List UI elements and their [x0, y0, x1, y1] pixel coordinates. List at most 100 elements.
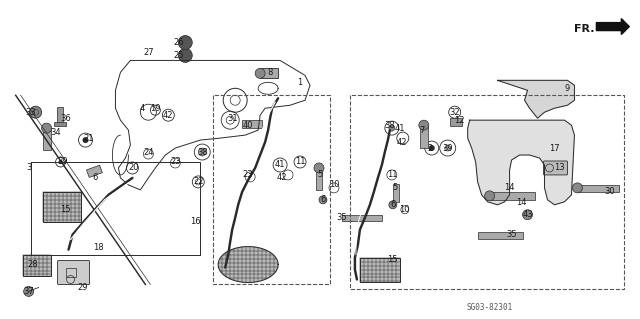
Text: 36: 36	[60, 114, 71, 123]
Text: 6: 6	[93, 174, 98, 182]
Text: 42: 42	[397, 137, 407, 146]
Text: 8: 8	[268, 68, 273, 77]
Text: 12: 12	[454, 116, 465, 125]
Text: 33: 33	[25, 108, 36, 117]
Text: FR.: FR.	[575, 24, 595, 33]
Circle shape	[255, 68, 265, 78]
Bar	[43, 192, 81, 222]
Text: 11: 11	[295, 158, 305, 167]
Circle shape	[445, 145, 451, 151]
Text: 11: 11	[387, 170, 397, 179]
Text: 26: 26	[173, 38, 184, 47]
Bar	[260, 68, 278, 78]
Text: 24: 24	[143, 147, 154, 157]
Polygon shape	[498, 80, 575, 118]
Text: 7: 7	[419, 126, 424, 135]
Text: 31: 31	[227, 114, 237, 123]
Text: 15: 15	[60, 205, 71, 214]
Text: 43: 43	[522, 210, 533, 219]
Text: 35: 35	[337, 213, 348, 222]
Text: 2: 2	[427, 144, 433, 152]
Text: 20: 20	[128, 163, 139, 173]
Text: 42: 42	[277, 174, 287, 182]
Text: 38: 38	[385, 121, 396, 130]
Bar	[65, 268, 76, 278]
Text: 27: 27	[143, 48, 154, 57]
Text: 22: 22	[193, 177, 204, 186]
Text: 4: 4	[140, 104, 145, 113]
Circle shape	[198, 148, 206, 156]
Text: 6: 6	[390, 200, 396, 209]
Text: 25: 25	[173, 51, 184, 60]
Text: 13: 13	[554, 163, 564, 173]
Bar	[56, 107, 63, 123]
Text: 21: 21	[83, 134, 93, 143]
Text: 10: 10	[329, 180, 339, 189]
Bar	[450, 118, 461, 126]
Bar	[490, 192, 534, 200]
Text: 10: 10	[399, 205, 410, 214]
Circle shape	[179, 35, 192, 49]
Bar	[342, 215, 382, 221]
Circle shape	[42, 123, 52, 133]
Text: 41: 41	[275, 160, 285, 169]
Polygon shape	[468, 120, 575, 205]
Circle shape	[389, 201, 397, 209]
Bar	[577, 185, 620, 192]
Text: 41: 41	[395, 124, 405, 133]
Circle shape	[319, 196, 327, 204]
Polygon shape	[218, 247, 278, 282]
Bar	[316, 170, 322, 190]
Text: 30: 30	[604, 187, 614, 197]
Circle shape	[29, 106, 42, 118]
Text: 3: 3	[26, 163, 31, 173]
Text: 37: 37	[23, 287, 34, 296]
FancyBboxPatch shape	[543, 161, 568, 175]
Text: 35: 35	[506, 230, 517, 239]
Text: 9: 9	[565, 84, 570, 93]
Circle shape	[83, 137, 88, 143]
Text: 17: 17	[549, 144, 560, 152]
Circle shape	[389, 125, 395, 131]
Text: 34: 34	[51, 128, 61, 137]
Text: 23: 23	[170, 158, 180, 167]
Text: 38: 38	[197, 147, 207, 157]
Bar	[420, 126, 428, 148]
Text: 40: 40	[243, 121, 253, 130]
Bar	[86, 165, 102, 177]
Text: 5: 5	[317, 170, 323, 179]
Bar	[393, 184, 399, 202]
Text: 14: 14	[516, 198, 527, 207]
Circle shape	[429, 145, 435, 151]
Text: 29: 29	[77, 283, 88, 292]
Bar	[43, 128, 51, 150]
Bar	[477, 232, 522, 239]
Text: 23: 23	[243, 170, 253, 179]
Text: 39: 39	[57, 158, 68, 167]
Circle shape	[314, 163, 324, 173]
Circle shape	[24, 286, 34, 296]
Bar	[54, 122, 65, 126]
Polygon shape	[596, 19, 629, 34]
Text: 28: 28	[28, 260, 38, 269]
Circle shape	[179, 48, 192, 63]
Text: 1: 1	[298, 78, 303, 87]
Text: 16: 16	[190, 217, 200, 226]
Text: 39: 39	[442, 144, 453, 152]
Bar	[22, 255, 51, 277]
Circle shape	[419, 120, 429, 130]
Text: 5: 5	[392, 183, 397, 192]
Bar	[242, 120, 262, 128]
Circle shape	[522, 210, 532, 220]
Circle shape	[484, 191, 495, 201]
Text: 19: 19	[150, 104, 161, 113]
Text: 42: 42	[163, 111, 173, 120]
FancyBboxPatch shape	[58, 261, 90, 285]
Text: 14: 14	[504, 183, 515, 192]
Text: 18: 18	[93, 243, 104, 252]
Circle shape	[59, 160, 63, 164]
Text: 6: 6	[320, 195, 326, 204]
Circle shape	[572, 183, 582, 193]
Text: 15: 15	[387, 255, 397, 264]
Bar	[360, 257, 400, 282]
